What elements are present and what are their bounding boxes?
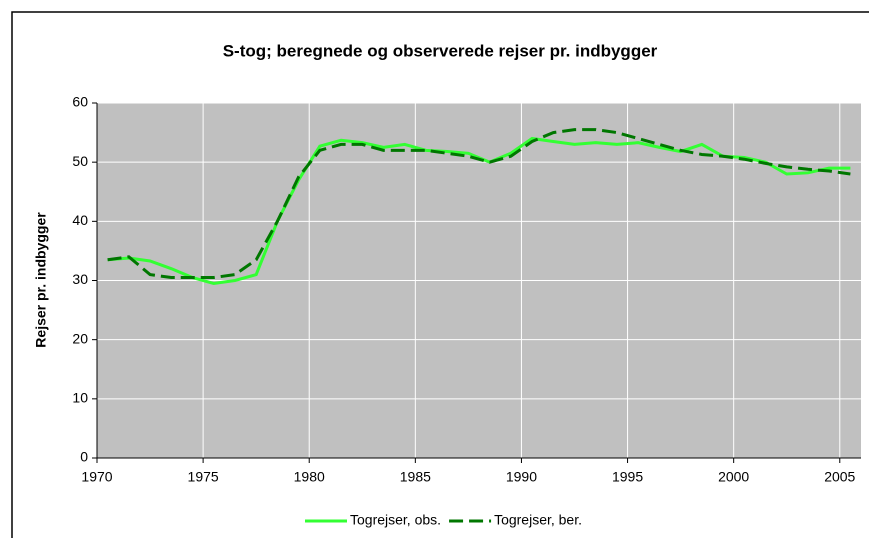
y-axis-label: Rejser pr. indbygger [33, 212, 49, 348]
x-tick-label: 1990 [506, 469, 537, 485]
x-tick-label: 1975 [188, 469, 219, 485]
y-tick-label: 50 [72, 153, 88, 169]
y-tick-label: 20 [72, 330, 88, 346]
y-tick-label: 60 [72, 94, 88, 110]
y-tick-label: 30 [72, 271, 88, 287]
x-tick-label: 2005 [824, 469, 855, 485]
legend-label: Togrejser, ber. [494, 512, 582, 528]
x-tick-label: 2000 [718, 469, 749, 485]
x-tick-label: 1980 [294, 469, 325, 485]
chart-title: S-tog; beregnede og observerede rejser p… [223, 41, 658, 60]
series-line [107, 128, 851, 280]
y-tick-label: 40 [72, 212, 88, 228]
x-tick-label: 1995 [612, 469, 643, 485]
x-tick-label: 1970 [81, 469, 112, 485]
legend-label: Togrejser, obs. [350, 512, 441, 528]
y-tick-label: 0 [80, 449, 88, 465]
x-tick-label: 1985 [400, 469, 431, 485]
y-tick-label: 10 [72, 390, 88, 406]
